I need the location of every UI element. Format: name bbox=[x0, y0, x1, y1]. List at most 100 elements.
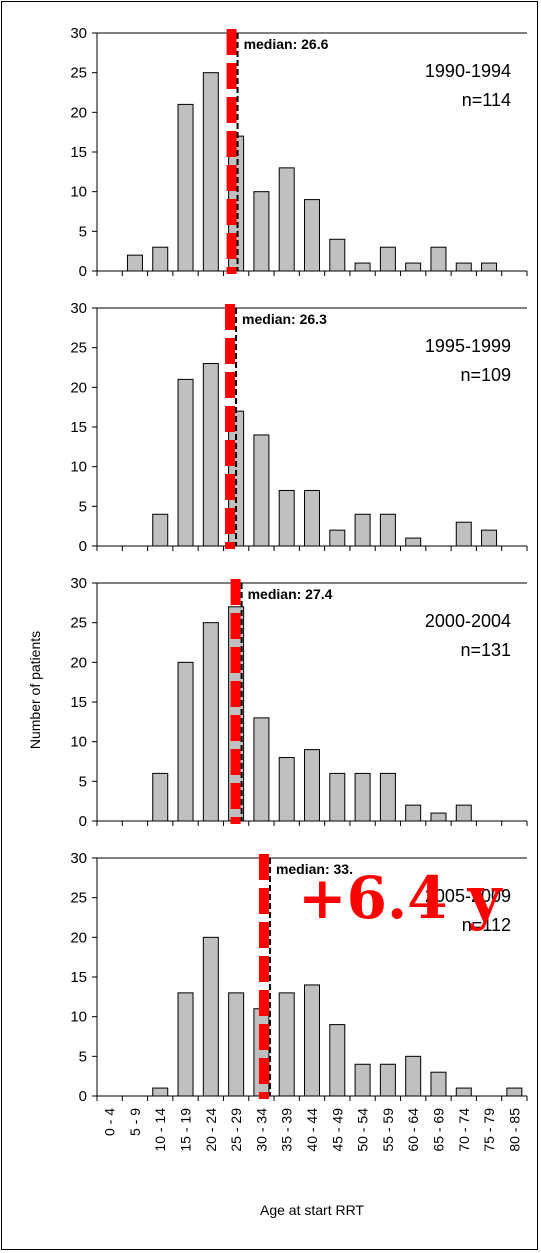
bar bbox=[177, 992, 194, 1097]
y-tick-label: 20 bbox=[70, 654, 87, 671]
y-tick-label: 25 bbox=[70, 340, 87, 357]
bar bbox=[304, 489, 320, 547]
bar bbox=[202, 936, 219, 1097]
bar bbox=[430, 1071, 447, 1097]
median-label: median: 26.3 bbox=[242, 311, 327, 327]
bar bbox=[455, 262, 472, 272]
bar bbox=[202, 622, 219, 822]
y-tick-label: 30 bbox=[70, 850, 87, 867]
bar bbox=[329, 238, 346, 272]
bar bbox=[455, 521, 472, 547]
bar bbox=[253, 717, 270, 822]
x-axis-title: Age at start RRT bbox=[260, 1202, 364, 1218]
x-tick-label: 15 - 19 bbox=[178, 1108, 194, 1152]
y-tick-label: 25 bbox=[70, 890, 87, 907]
period-label: 2000-2004 bbox=[425, 611, 511, 631]
bar bbox=[405, 537, 422, 547]
period-label: 1990-1994 bbox=[425, 61, 511, 81]
bar bbox=[304, 984, 320, 1097]
x-tick-label: 25 - 29 bbox=[228, 1108, 244, 1152]
y-tick-label: 20 bbox=[70, 379, 87, 396]
y-tick-label: 5 bbox=[79, 498, 87, 515]
y-tick-label: 25 bbox=[70, 65, 87, 82]
y-tick-label: 25 bbox=[70, 615, 87, 632]
bar bbox=[177, 378, 194, 547]
x-tick-label: 45 - 49 bbox=[329, 1108, 345, 1152]
x-tick-label: 50 - 54 bbox=[355, 1108, 371, 1152]
bar bbox=[354, 1063, 371, 1097]
y-tick-label: 0 bbox=[79, 1088, 87, 1105]
bar bbox=[152, 246, 169, 272]
bar bbox=[405, 804, 422, 822]
y-tick-label: 10 bbox=[70, 184, 87, 201]
y-tick-label: 5 bbox=[79, 1048, 87, 1065]
bar bbox=[304, 199, 320, 272]
y-tick-label: 10 bbox=[70, 1009, 87, 1026]
x-tick-label: 10 - 14 bbox=[152, 1108, 168, 1152]
bar bbox=[253, 191, 270, 272]
bar bbox=[379, 513, 396, 547]
y-axis-title: Number of patients bbox=[27, 631, 43, 749]
bar bbox=[202, 72, 219, 272]
age-shift-annotation: +6.4 y bbox=[298, 864, 504, 932]
y-tick-label: 15 bbox=[70, 694, 87, 711]
median-label: median: 26.6 bbox=[244, 36, 329, 52]
period-label: 2005-2009 bbox=[425, 886, 511, 906]
bar bbox=[481, 262, 498, 272]
bar bbox=[379, 772, 396, 822]
n-label: n=131 bbox=[460, 640, 511, 660]
y-tick-label: 0 bbox=[79, 263, 87, 280]
bar bbox=[354, 772, 371, 822]
bar bbox=[405, 262, 422, 272]
x-tick-label: 35 - 39 bbox=[279, 1108, 295, 1152]
x-tick-label: 5 - 9 bbox=[127, 1108, 143, 1136]
bar bbox=[228, 992, 245, 1097]
y-tick-label: 15 bbox=[70, 144, 87, 161]
y-tick-label: 20 bbox=[70, 929, 87, 946]
bar bbox=[152, 513, 169, 547]
bar bbox=[126, 254, 143, 272]
bar bbox=[278, 757, 295, 822]
median-label: median: 27.4 bbox=[248, 586, 333, 602]
bar bbox=[354, 262, 371, 272]
bar bbox=[405, 1055, 422, 1097]
bar bbox=[379, 246, 396, 272]
bar bbox=[177, 103, 194, 272]
n-label: n=109 bbox=[460, 365, 511, 385]
y-tick-label: 30 bbox=[70, 575, 87, 592]
bar bbox=[329, 772, 346, 822]
bar bbox=[278, 489, 295, 547]
x-tick-label: 80 - 85 bbox=[506, 1108, 522, 1152]
n-label: n=114 bbox=[462, 90, 511, 110]
y-tick-label: 0 bbox=[79, 813, 87, 830]
bar bbox=[455, 1087, 472, 1097]
bar bbox=[253, 434, 270, 547]
bar bbox=[177, 661, 194, 822]
x-tick-label: 30 - 34 bbox=[253, 1108, 269, 1152]
x-tick-label: 20 - 24 bbox=[203, 1108, 219, 1152]
x-tick-label: 70 - 74 bbox=[456, 1108, 472, 1152]
y-tick-label: 30 bbox=[70, 25, 87, 42]
y-tick-label: 15 bbox=[70, 419, 87, 436]
x-tick-label: 60 - 64 bbox=[405, 1108, 421, 1152]
bar bbox=[304, 749, 320, 822]
bar bbox=[329, 529, 346, 547]
bar bbox=[354, 513, 371, 547]
bar bbox=[481, 529, 498, 547]
bar bbox=[152, 772, 169, 822]
x-tick-label: 40 - 44 bbox=[304, 1108, 320, 1152]
x-tick-label: 65 - 69 bbox=[430, 1108, 446, 1152]
bar bbox=[506, 1087, 523, 1097]
period-label: 1995-1999 bbox=[425, 336, 511, 356]
y-tick-label: 20 bbox=[70, 104, 87, 121]
bar bbox=[152, 1087, 169, 1097]
y-tick-label: 15 bbox=[70, 969, 87, 986]
bar bbox=[278, 992, 295, 1097]
bar bbox=[430, 812, 447, 822]
y-tick-label: 10 bbox=[70, 459, 87, 476]
bar bbox=[379, 1063, 396, 1097]
y-tick-label: 10 bbox=[70, 734, 87, 751]
